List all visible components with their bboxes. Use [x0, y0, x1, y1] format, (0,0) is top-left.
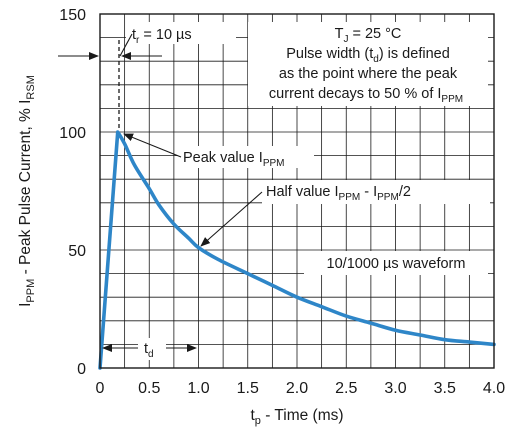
- pulse-width-line3: current decays to 50 % of IPPM: [269, 86, 463, 105]
- pulse-width-line1: Pulse width (td) is defined: [286, 46, 450, 65]
- x-tick-label: 1.0: [187, 380, 209, 397]
- peak-value-label: Peak value IPPM: [183, 150, 284, 169]
- x-tick-label: 0.5: [138, 380, 160, 397]
- waveform-label-box: [304, 251, 488, 275]
- waveform-label: 10/1000 µs waveform: [327, 256, 466, 272]
- x-tick-label: 4.0: [483, 380, 505, 397]
- td-label: td: [144, 341, 154, 360]
- x-tick-label: 2.0: [286, 380, 308, 397]
- x-tick-label: 0: [96, 380, 105, 397]
- td-label-box: [138, 338, 166, 360]
- curve-layer: [98, 130, 496, 370]
- x-axis-title: tp - Time (ms): [250, 407, 343, 427]
- y-tick-label: 100: [59, 125, 86, 142]
- y-axis-title: IPPM - Peak Pulse Current, % IRSM: [17, 75, 37, 307]
- tr-label-box: [126, 22, 236, 44]
- info-box: [248, 22, 488, 106]
- waveform-curve: [98, 130, 496, 370]
- pulse-width-line2: as the point where the peak: [279, 66, 458, 82]
- tick-labels: 0 0.5 1.0 1.5 2.0 2.5 3.0 3.5 4.0 0 50 100 150: [59, 7, 505, 397]
- tr-leader: [119, 33, 133, 57]
- y-tick-label: 150: [59, 7, 86, 24]
- y-tick-label: 50: [68, 243, 86, 260]
- x-tick-label: 3.5: [434, 380, 456, 397]
- tj-label: TJ = 25 °C: [335, 26, 402, 45]
- plot-frame: [99, 13, 495, 369]
- half-arrow: [200, 191, 263, 247]
- x-tick-label: 1.5: [237, 380, 259, 397]
- tr-label: tr = 10 µs: [132, 27, 192, 46]
- y-tick-label: 0: [77, 361, 86, 378]
- peak-label-box: [178, 146, 314, 168]
- x-tick-label: 3.0: [384, 380, 406, 397]
- x-tick-label: 2.5: [335, 380, 357, 397]
- half-label-box: [262, 180, 490, 204]
- peak-arrow: [123, 133, 182, 158]
- half-value-label: Half value IPPM - IPPM/2: [266, 184, 411, 203]
